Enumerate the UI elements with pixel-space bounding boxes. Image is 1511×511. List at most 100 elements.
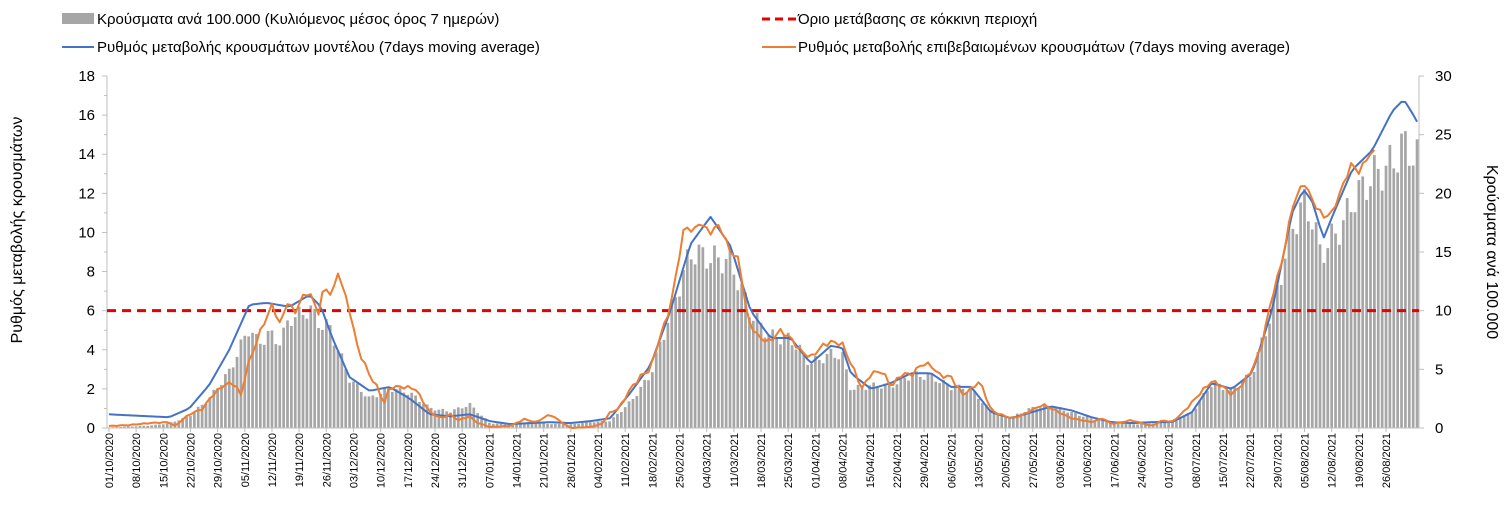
- x-tick-label: 26/08/2021: [1381, 433, 1393, 488]
- bar: [1237, 388, 1240, 428]
- bar: [887, 383, 891, 428]
- bar: [251, 332, 254, 428]
- bar: [1388, 144, 1392, 428]
- bar: [1314, 222, 1318, 428]
- bar: [390, 391, 394, 428]
- y-right-tick-label: 0: [1435, 420, 1443, 437]
- x-tick-label: 08/10/2020: [131, 433, 143, 488]
- y-right-tick-label: 10: [1435, 303, 1452, 320]
- bar: [1291, 228, 1295, 428]
- bar: [550, 424, 553, 428]
- bar: [992, 413, 996, 428]
- y-left-tick-label: 14: [78, 146, 95, 163]
- y-left-tick-label: 12: [78, 185, 95, 202]
- bar: [449, 412, 452, 428]
- bar: [1318, 244, 1322, 428]
- bar: [814, 355, 817, 428]
- x-tick-label: 08/04/2021: [838, 433, 850, 488]
- bar: [445, 411, 449, 428]
- bar: [973, 390, 976, 428]
- bar: [538, 422, 542, 428]
- confirmed-line: [108, 149, 1376, 429]
- bar: [1334, 233, 1337, 428]
- x-tick-label: 04/02/2021: [593, 433, 605, 488]
- bar: [856, 384, 860, 428]
- bar: [344, 368, 348, 428]
- bar: [196, 406, 200, 428]
- bar: [1163, 422, 1167, 428]
- bar: [1078, 415, 1081, 428]
- bar: [775, 338, 778, 428]
- bar: [946, 383, 949, 428]
- bar: [216, 388, 219, 428]
- bar: [786, 332, 790, 428]
- legend-bars-swatch: [62, 13, 94, 24]
- bar: [1159, 421, 1163, 428]
- bar: [422, 404, 425, 428]
- bar: [313, 308, 317, 428]
- bar: [1023, 412, 1027, 428]
- bar: [375, 397, 379, 428]
- bar: [581, 423, 584, 428]
- bar: [484, 418, 487, 428]
- bar: [1341, 220, 1345, 428]
- bar: [631, 398, 635, 428]
- y-left-tick-label: 0: [87, 420, 95, 437]
- bar: [274, 344, 278, 428]
- bar: [1411, 165, 1415, 428]
- bar: [891, 387, 895, 428]
- x-tick-label: 18/02/2021: [647, 433, 659, 488]
- bar: [317, 327, 320, 428]
- bar: [817, 359, 821, 428]
- bar: [332, 345, 336, 428]
- y-left-tick-label: 18: [78, 68, 95, 85]
- bar: [724, 258, 728, 428]
- bar: [185, 416, 188, 428]
- x-tick-label: 11/03/2021: [729, 433, 741, 487]
- bar: [130, 426, 134, 428]
- bar: [189, 416, 192, 428]
- bar: [441, 408, 445, 428]
- bar: [635, 396, 639, 428]
- x-tick-label: 31/12/2020: [457, 433, 469, 488]
- bar: [387, 388, 390, 428]
- bar: [969, 387, 973, 428]
- bar: [779, 344, 782, 428]
- bar: [608, 421, 612, 428]
- bar: [1046, 405, 1050, 428]
- bar: [1012, 416, 1015, 428]
- bar: [1186, 413, 1190, 428]
- y-right-tick-label: 30: [1435, 68, 1452, 85]
- bar: [1182, 416, 1186, 428]
- bar: [1155, 422, 1159, 428]
- bar: [1004, 415, 1007, 428]
- y-left-tick-label: 16: [78, 107, 95, 124]
- x-tick-label: 10/12/2020: [376, 433, 388, 488]
- bar: [996, 413, 1000, 428]
- bar: [693, 264, 697, 428]
- x-tick-label: 17/12/2020: [403, 433, 415, 488]
- bar: [286, 320, 289, 428]
- bar: [837, 359, 841, 428]
- x-tick-label: 05/08/2021: [1299, 433, 1311, 488]
- x-tick-label: 15/04/2021: [865, 433, 877, 488]
- bar: [519, 423, 522, 428]
- bar: [169, 422, 173, 428]
- bar: [328, 325, 332, 428]
- bar: [720, 273, 724, 428]
- bar: [165, 423, 169, 428]
- bar: [988, 409, 992, 428]
- x-tick-label: 18/03/2021: [756, 433, 768, 488]
- bar: [146, 425, 150, 428]
- bar: [1357, 180, 1361, 428]
- bar: [363, 396, 367, 428]
- bar: [418, 401, 421, 428]
- bar: [192, 412, 196, 428]
- bar: [880, 388, 883, 428]
- bar: [383, 387, 386, 428]
- bar: [1241, 381, 1244, 428]
- bar: [977, 398, 980, 428]
- bar: [1035, 408, 1039, 428]
- bar: [841, 352, 844, 428]
- bar: [1396, 172, 1400, 428]
